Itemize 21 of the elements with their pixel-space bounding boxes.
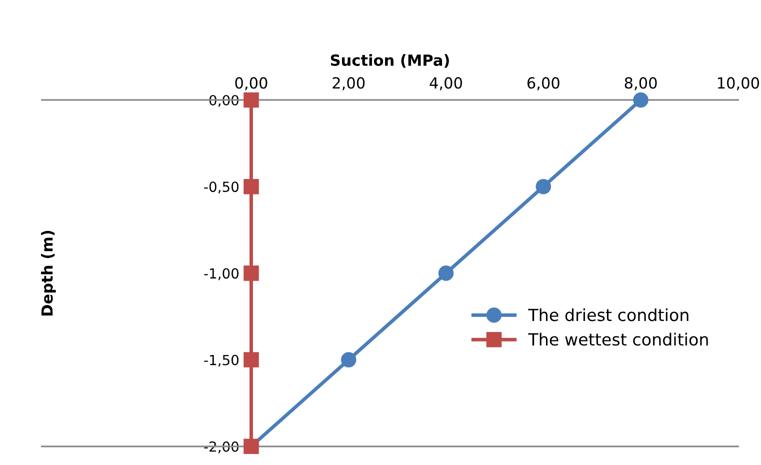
legend-label: The wettest condition	[528, 332, 708, 346]
point	[244, 92, 259, 108]
point	[244, 178, 259, 194]
x-tick-label: 0,00	[235, 77, 268, 90]
point	[438, 266, 454, 281]
x-tick-label: 10,00	[718, 77, 760, 90]
legend-label: The driest condtion	[528, 308, 688, 322]
y-tick-label: -0,50	[204, 182, 239, 194]
point	[244, 352, 259, 368]
y-tick-label: -1,50	[204, 354, 239, 367]
x-tick-label: 6,00	[527, 77, 560, 90]
x-tick-label: 4,00	[430, 77, 462, 90]
point	[244, 266, 259, 281]
point	[536, 178, 552, 194]
y-tick-label: -1,00	[204, 268, 239, 280]
x-tick-label: 2,00	[332, 77, 365, 90]
y-axis-title: Depth (m)	[40, 230, 56, 316]
point	[340, 352, 356, 368]
point	[633, 92, 648, 108]
x-tick-label: 8,00	[624, 77, 657, 90]
x-axis-title: Suction (MPa)	[330, 54, 449, 68]
